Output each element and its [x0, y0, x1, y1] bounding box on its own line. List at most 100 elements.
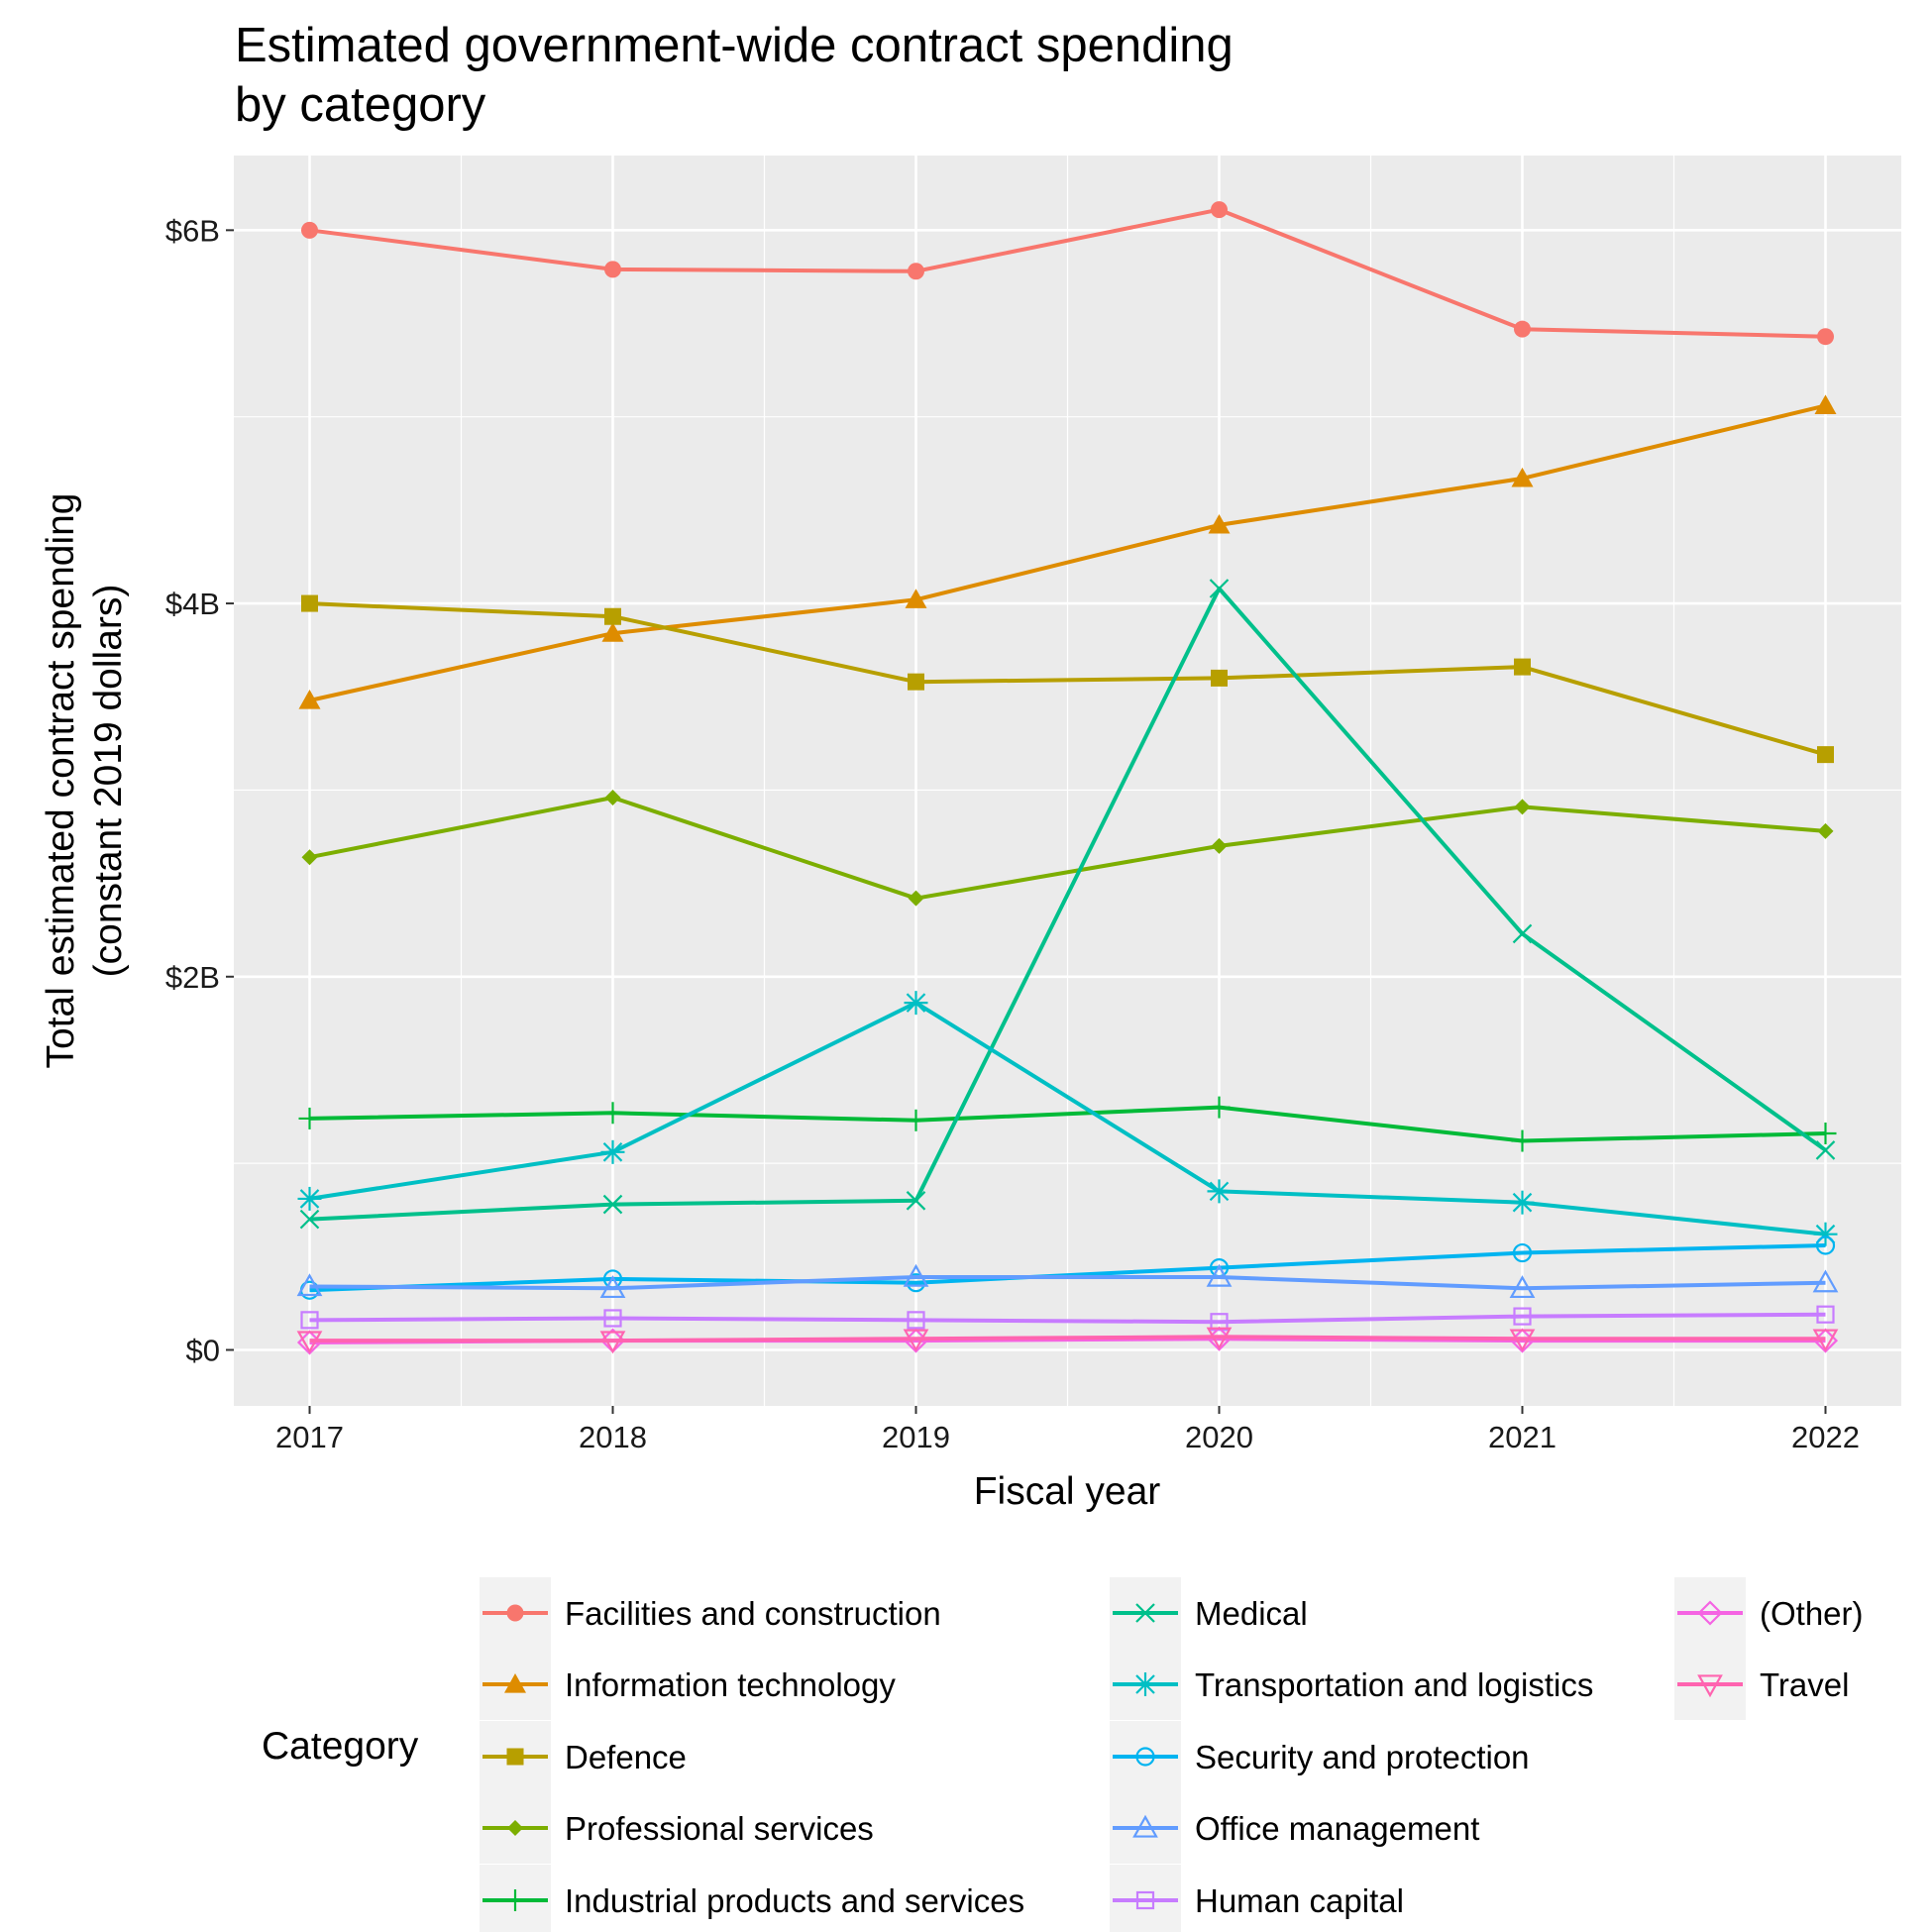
data-point-travel	[903, 1329, 929, 1352]
legend-item-office-management: Office management	[1110, 1792, 1479, 1864]
data-point-medical	[1209, 579, 1230, 598]
data-point-human-capital	[1816, 1305, 1835, 1324]
legend-label: (Other)	[1760, 1595, 1864, 1632]
data-point-medical	[602, 1194, 623, 1215]
series-facilities-and-construction	[301, 201, 1834, 346]
series-line-information-technology	[309, 403, 1826, 702]
legend-key-marker	[506, 1748, 524, 1766]
data-point-transportation-and-logistics	[1510, 1190, 1535, 1215]
data-point-human-capital	[907, 1311, 925, 1330]
legend-label: Information technology	[565, 1666, 896, 1703]
legend-key-marker	[1135, 1890, 1155, 1910]
data-point-office-management	[903, 1263, 929, 1287]
data-point-facilities-and-construction	[1514, 320, 1531, 338]
data-point-facilities-and-construction	[908, 263, 924, 280]
x-tick-label: 2017	[275, 1420, 344, 1454]
data-point-facilities-and-construction	[301, 221, 318, 239]
legend-label: Office management	[1195, 1810, 1479, 1847]
data-point-security-and-protection	[1512, 1242, 1533, 1263]
plot-panel	[234, 156, 1901, 1406]
data-point-industrial-products-and-services	[905, 1109, 927, 1131]
series-line-professional-services	[309, 796, 1826, 901]
x-tick-label: 2020	[1185, 1420, 1253, 1454]
legend-item-information-technology: Information technology	[480, 1649, 896, 1720]
data-point-human-capital	[603, 1309, 622, 1328]
data-point-information-technology	[905, 589, 927, 608]
data-point-information-technology	[601, 622, 624, 642]
chart-title: Estimated government-wide contract spend…	[235, 19, 1234, 72]
legend-label: Defence	[565, 1739, 687, 1775]
data-point-facilities-and-construction	[1817, 328, 1834, 346]
y-tick-label: $6B	[165, 213, 220, 248]
data-point-industrial-products-and-services	[601, 1102, 624, 1125]
legend-label: Human capital	[1195, 1882, 1404, 1919]
y-tick-label: $0	[186, 1333, 220, 1367]
data-point-defence	[1514, 658, 1531, 676]
legend-item-security-and-protection: Security and protection	[1110, 1721, 1530, 1792]
legend-key-marker	[1132, 1814, 1158, 1838]
legend-label: Industrial products and services	[565, 1882, 1024, 1919]
data-point-transportation-and-logistics	[904, 991, 928, 1016]
data-point-medical	[1512, 923, 1533, 944]
data-point-professional-services	[301, 849, 318, 866]
data-point-office-management	[1509, 1275, 1536, 1299]
series-travel	[296, 1327, 1839, 1354]
legend-item-medical: Medical	[1110, 1577, 1308, 1649]
series-medical	[299, 579, 1836, 1230]
data-point-defence	[604, 607, 621, 625]
data-point-medical	[906, 1191, 926, 1211]
series-lines	[296, 201, 1839, 1355]
data-point-industrial-products-and-services	[298, 1107, 321, 1129]
data-point-defence	[908, 673, 924, 691]
data-point-medical	[1815, 1140, 1836, 1160]
legend-item-human-capital: Human capital	[1110, 1865, 1404, 1932]
legend-key-marker	[504, 1889, 526, 1911]
data-point-travel	[1509, 1329, 1536, 1352]
data-point-human-capital	[1210, 1313, 1229, 1332]
data-point-office-management	[1812, 1269, 1839, 1293]
data-point-travel	[1206, 1327, 1233, 1350]
legend-key-marker	[1135, 1747, 1155, 1767]
y-tick-label: $2B	[165, 960, 220, 995]
legend-label: Security and protection	[1195, 1739, 1530, 1775]
series-line-facilities-and-construction	[309, 207, 1826, 339]
data-point-defence	[1817, 746, 1834, 764]
series-line-medical	[309, 587, 1827, 1222]
series-human-capital	[300, 1305, 1835, 1332]
legend-key-marker	[506, 1604, 524, 1622]
series-transportation-and-logistics	[297, 991, 1838, 1246]
data-point-professional-services	[1817, 822, 1834, 839]
data-point-industrial-products-and-services	[1511, 1129, 1534, 1152]
axes: $0 $2B $4B $6B 2017 2018 2019 2020 2021 2022	[165, 213, 1860, 1454]
legend: Category Facilities and construction Info…	[262, 1577, 1864, 1932]
data-point-professional-services	[1211, 837, 1228, 854]
data-point-information-technology	[1208, 513, 1231, 534]
data-point-information-technology	[1511, 467, 1534, 487]
data-point-facilities-and-construction	[1211, 201, 1228, 219]
series-line-industrial-products-and-services	[309, 1105, 1826, 1143]
data-point-security-and-protection	[1815, 1235, 1836, 1255]
legend-item-other: (Other)	[1674, 1577, 1864, 1649]
data-point-information-technology	[298, 690, 321, 709]
x-tick-label: 2021	[1488, 1420, 1556, 1454]
series-line-defence	[309, 601, 1827, 757]
data-point-human-capital	[300, 1311, 319, 1330]
legend-key-marker	[1133, 1672, 1157, 1696]
series-industrial-products-and-services	[298, 1096, 1837, 1152]
legend-key-marker	[507, 1820, 523, 1836]
series-line-human-capital	[309, 1312, 1826, 1325]
grid-lines	[234, 156, 1901, 1406]
data-point-office-management	[599, 1275, 626, 1299]
data-point-travel	[296, 1331, 323, 1354]
data-point-office-management	[1206, 1263, 1233, 1287]
legend-item-travel: Travel	[1674, 1649, 1849, 1720]
legend-item-industrial-products-and-services: Industrial products and services	[480, 1865, 1024, 1932]
data-point-transportation-and-logistics	[600, 1139, 625, 1164]
data-point-information-technology	[1814, 394, 1837, 414]
data-point-medical	[299, 1209, 320, 1230]
legend-label: Transportation and logistics	[1195, 1666, 1593, 1703]
data-point-defence	[301, 594, 318, 612]
data-point-professional-services	[604, 789, 621, 805]
x-tick-label: 2022	[1791, 1420, 1860, 1454]
